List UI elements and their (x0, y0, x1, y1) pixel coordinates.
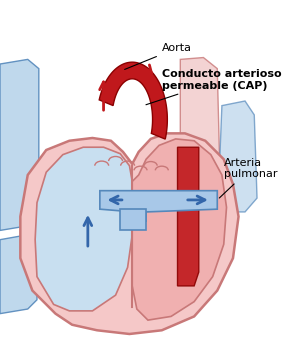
Polygon shape (132, 139, 226, 320)
Polygon shape (178, 147, 199, 286)
Polygon shape (100, 191, 217, 221)
Polygon shape (20, 133, 239, 334)
Polygon shape (180, 58, 220, 198)
Polygon shape (99, 62, 167, 139)
Polygon shape (35, 147, 132, 311)
Text: Arteria
pulmonar: Arteria pulmonar (219, 158, 277, 198)
Polygon shape (0, 235, 37, 314)
Polygon shape (217, 101, 257, 212)
Text: Conducto arterioso
permeable (CAP): Conducto arterioso permeable (CAP) (146, 69, 281, 105)
Polygon shape (0, 59, 39, 230)
Polygon shape (120, 209, 146, 230)
Text: Aorta: Aorta (124, 43, 192, 69)
